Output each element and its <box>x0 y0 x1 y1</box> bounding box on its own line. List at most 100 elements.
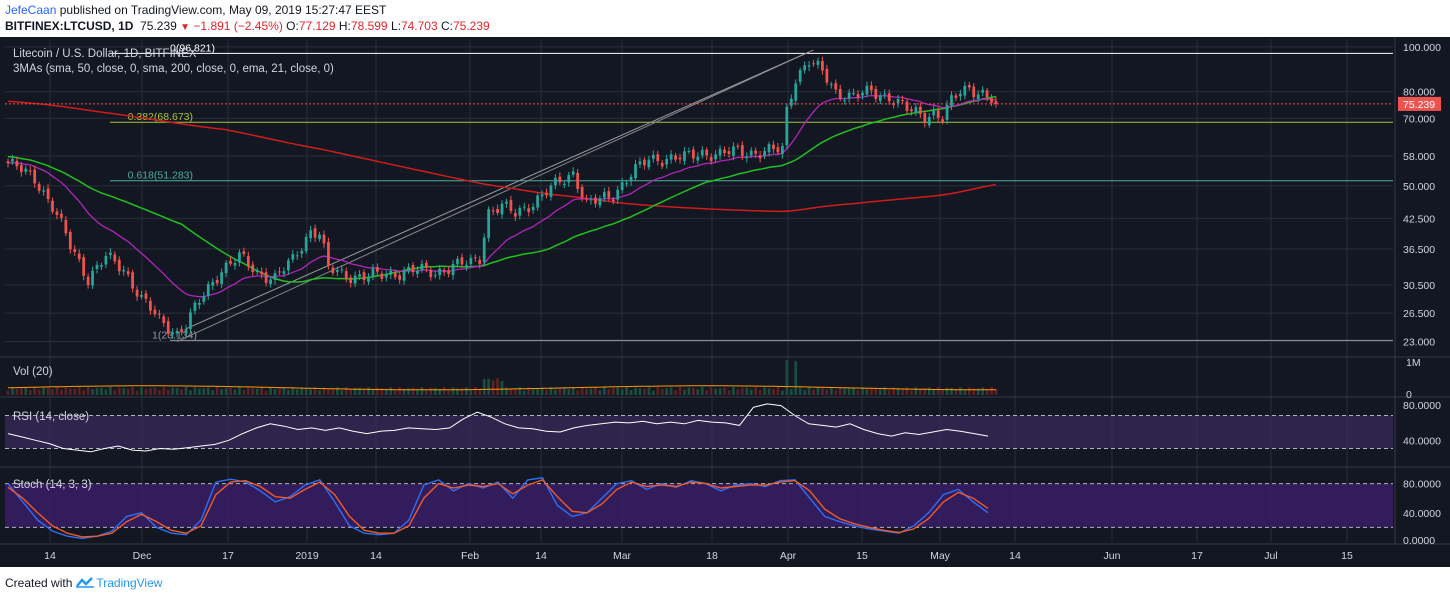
volume-bar <box>215 387 219 395</box>
pane-legends: Litecoin / U.S. Dollar, 1D, BITFINEX 3MA… <box>13 48 334 491</box>
volume-bar <box>327 388 330 395</box>
candle-body <box>932 110 936 116</box>
candle-body <box>255 270 259 273</box>
volume-bar <box>358 387 361 395</box>
volume-bar <box>696 389 700 395</box>
candle-body <box>767 144 771 153</box>
volume-bar <box>291 387 295 395</box>
volume-bar <box>807 387 811 395</box>
stoch-band <box>5 483 1393 528</box>
volume-bar <box>647 387 651 395</box>
candle-body <box>24 168 28 172</box>
volume-bar <box>482 378 486 395</box>
volume-bar <box>295 389 299 395</box>
candle-body <box>238 252 241 263</box>
volume-bar <box>282 387 286 395</box>
last-price: 75.239 <box>140 19 177 33</box>
candle-body <box>554 177 557 186</box>
down-arrow-icon: ▼ <box>180 22 191 33</box>
candle-body <box>758 155 762 159</box>
candle-body <box>522 206 526 208</box>
candle-body <box>411 264 415 273</box>
candle-body <box>852 92 855 94</box>
candle-body <box>740 145 744 157</box>
candle-body <box>144 293 148 299</box>
volume-bar <box>994 389 998 395</box>
candle-body <box>251 264 255 273</box>
candle-body <box>313 228 317 238</box>
candlesticks <box>5 56 1393 339</box>
candle-body <box>709 157 713 162</box>
candle-body <box>327 241 330 266</box>
candle-body <box>887 93 891 102</box>
volume-bar <box>723 387 726 395</box>
volume-bar <box>202 388 206 395</box>
candle-body <box>825 68 829 83</box>
volume-bar <box>416 389 419 395</box>
time-tick-label: 17 <box>1191 550 1203 562</box>
candle-body <box>616 189 620 200</box>
candle-body <box>344 271 348 280</box>
volume-bar <box>487 378 491 395</box>
time-tick-label: 14 <box>370 550 382 562</box>
candle-body <box>322 234 326 244</box>
candle-body <box>465 264 468 267</box>
candle-body <box>233 263 237 266</box>
candle-body <box>625 183 628 185</box>
volume-bar <box>549 387 553 395</box>
volume-bar <box>371 389 375 395</box>
volume-bar <box>536 388 539 395</box>
volume-bar <box>273 388 277 395</box>
volume-bar <box>629 389 633 395</box>
volume-bar <box>68 388 72 395</box>
publish-line: JefeCaan published on TradingView.com, M… <box>5 3 386 17</box>
author-link[interactable]: JefeCaan <box>5 3 57 17</box>
candle-body <box>705 149 709 156</box>
open-value: 77.129 <box>298 19 336 33</box>
candle-body <box>594 197 597 204</box>
candle-body <box>358 274 361 277</box>
volume-bar <box>976 388 980 395</box>
candle-body <box>304 236 308 252</box>
volume-bar <box>905 387 909 395</box>
candle-body <box>847 92 851 99</box>
price-chart[interactable]: 0(96.821)0.382(68.673)0.618(51.283)1(23.… <box>0 37 1450 567</box>
price-tick-label: 42.500 <box>1403 213 1435 225</box>
candle-body <box>60 213 63 218</box>
moving-averages <box>7 94 997 298</box>
volume-bar <box>389 387 393 395</box>
candle-body <box>798 69 802 82</box>
volume-bar <box>117 387 121 395</box>
volume-bar <box>665 388 669 395</box>
volume-bar <box>73 388 77 395</box>
volume-bar <box>838 387 842 395</box>
volume-bar <box>821 387 824 395</box>
volume-bar <box>100 387 103 395</box>
candle-body <box>536 195 539 208</box>
time-tick-label: Apr <box>780 550 797 562</box>
volume-bar <box>834 390 838 395</box>
candle-body <box>424 262 428 268</box>
candle-body <box>629 176 633 182</box>
volume-bar <box>683 389 686 395</box>
candle-body <box>184 329 188 334</box>
volume-bar <box>700 387 704 395</box>
volume-bar <box>465 387 468 395</box>
volume-bar <box>522 390 526 395</box>
footer-brand[interactable]: TradingView <box>96 576 163 590</box>
volume-bar <box>131 387 134 395</box>
price-tick-label: 50.000 <box>1403 181 1435 193</box>
candle-body <box>309 230 313 239</box>
volume-bar <box>11 387 14 395</box>
ema21-line <box>7 94 997 298</box>
price-tick-label: 26.500 <box>1403 308 1435 320</box>
candle-body <box>571 171 575 175</box>
candle-body <box>531 206 535 211</box>
volume-bar <box>104 389 108 395</box>
volume-bar <box>478 389 482 395</box>
candle-body <box>643 159 646 166</box>
candle-body <box>420 263 424 270</box>
volume-bar <box>496 378 499 395</box>
volume-bar <box>42 387 45 395</box>
candle-body <box>865 85 869 95</box>
